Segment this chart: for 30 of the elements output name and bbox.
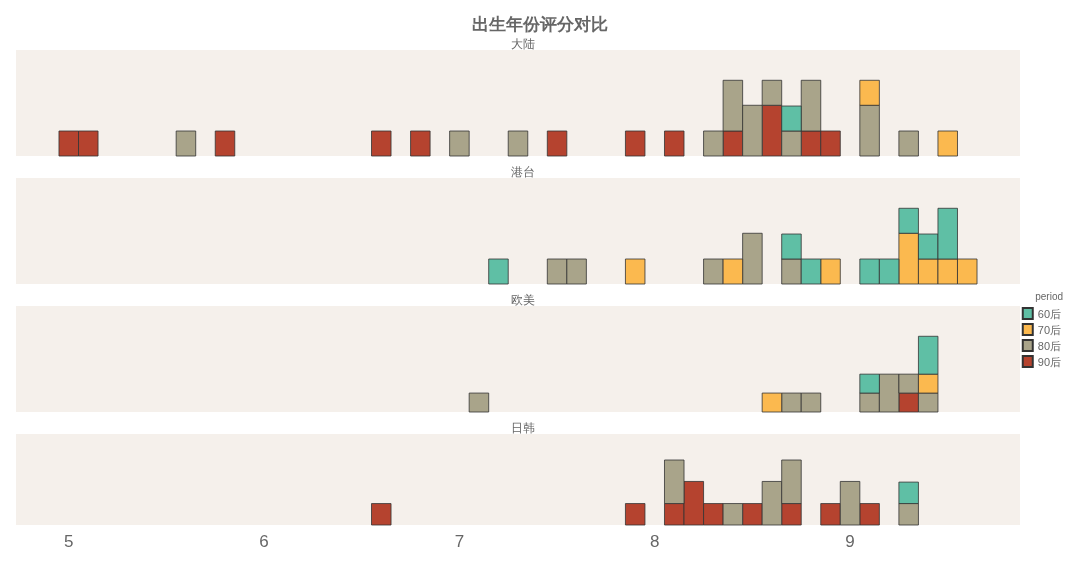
bar [625,503,646,526]
bar [507,130,529,157]
chart-subtitle: 港台 [511,165,535,179]
bar [625,130,646,157]
chart-title: 出生年份评分对比 [472,13,608,34]
chart-subtitle: 大陆 [511,37,535,51]
bar [214,130,236,157]
bar [937,130,958,157]
legend-title: period [1035,290,1064,302]
bar [371,503,392,526]
bar [546,130,568,157]
bar [449,130,470,157]
x-tick-label: 9 [845,532,855,551]
bar [625,258,646,285]
legend-label: 60后 [1037,307,1062,320]
legend-label: 70后 [1037,323,1062,336]
bar [410,130,431,157]
x-tick-label: 8 [650,532,660,551]
x-tick-label: 6 [259,532,269,551]
x-tick-label: 5 [64,532,74,551]
bar [175,130,197,157]
bar [898,130,919,157]
bar [371,130,392,157]
bar [488,258,509,285]
bar [664,130,685,157]
chart-subtitle: 日韩 [511,421,535,435]
legend-label: 80后 [1037,339,1062,352]
x-tick-label: 7 [454,532,465,551]
chart-subtitle: 欧美 [511,293,535,307]
legend-label: 90后 [1037,355,1062,368]
